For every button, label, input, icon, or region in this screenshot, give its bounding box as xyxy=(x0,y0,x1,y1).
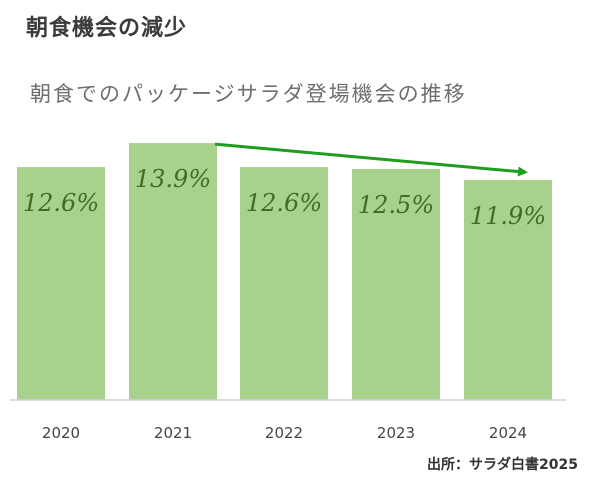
bars-group xyxy=(17,143,552,400)
data-label-2022: 12.6% xyxy=(246,189,322,217)
trend-arrow xyxy=(214,142,528,177)
bar-2024 xyxy=(464,180,552,400)
bar-2022 xyxy=(240,167,328,400)
x-tick-labels-group: 2020 2021 2022 2023 2024 xyxy=(42,424,527,442)
data-label-2021: 13.9% xyxy=(135,165,211,193)
data-labels-group: 12.6% 13.9% 12.6% 12.5% 11.9% xyxy=(23,165,546,230)
bar-2023 xyxy=(352,168,440,400)
chart-title: 朝食でのパッケージサラダ登場機会の推移 xyxy=(30,82,467,106)
x-tick-2022: 2022 xyxy=(265,424,303,442)
data-label-2023: 12.5% xyxy=(358,191,434,219)
data-label-2020: 12.6% xyxy=(23,189,99,217)
data-label-2024: 11.9% xyxy=(470,202,546,230)
bar-2020 xyxy=(17,167,105,400)
x-tick-2021: 2021 xyxy=(154,424,192,442)
page-heading: 朝食機会の減少 xyxy=(26,16,188,41)
source-note: 出所：サラダ白書2025 xyxy=(427,457,578,473)
x-tick-2020: 2020 xyxy=(42,424,80,442)
bar-2021 xyxy=(129,143,217,400)
x-tick-2023: 2023 xyxy=(377,424,415,442)
x-tick-2024: 2024 xyxy=(489,424,527,442)
